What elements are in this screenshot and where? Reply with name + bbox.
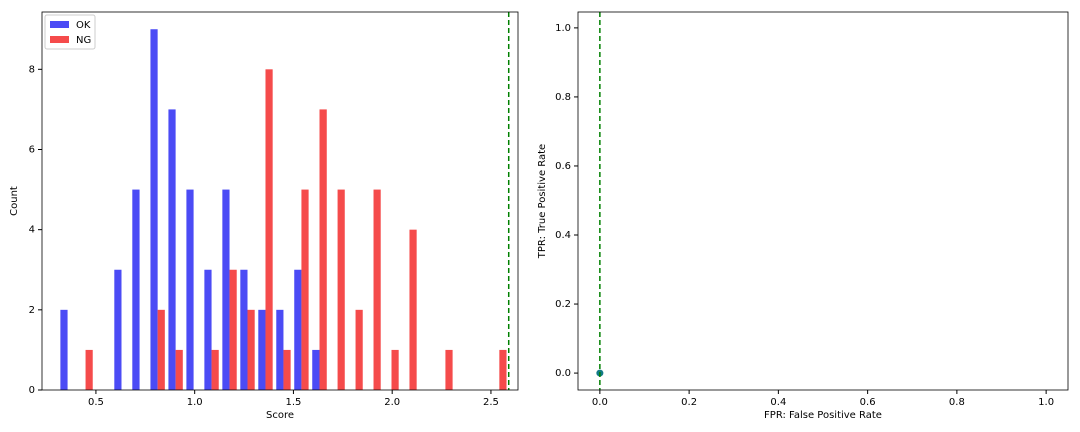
bar [337, 189, 345, 390]
bar [132, 189, 140, 390]
y-tick-label: 6 [29, 144, 35, 155]
y-tick-label: 0.2 [555, 299, 571, 310]
y-tick-label: 0 [29, 385, 35, 396]
bar [240, 269, 248, 390]
y-tick-label: 0.0 [555, 368, 571, 379]
y-axis-label: Count [9, 186, 20, 216]
bar [211, 349, 219, 390]
x-tick-label: 1.0 [187, 397, 203, 408]
legend-label: NG [76, 35, 91, 46]
bar [114, 269, 122, 390]
x-tick-label: 1.5 [285, 397, 301, 408]
bar [294, 269, 302, 390]
bar [204, 269, 212, 390]
axes-frame [577, 11, 1069, 391]
bar [409, 229, 417, 390]
legend-swatch [50, 21, 69, 28]
y-tick-label: 0.8 [555, 92, 571, 103]
bar [355, 309, 363, 390]
bar [499, 349, 507, 390]
y-tick-label: 0.6 [555, 161, 571, 172]
x-axis-label: FPR: False Positive Rate [764, 410, 882, 421]
bar [222, 189, 230, 390]
bar [373, 189, 381, 390]
bar [283, 349, 291, 390]
bar [175, 349, 183, 390]
x-tick-label: 0.6 [860, 397, 876, 408]
x-tick-label: 0.2 [681, 397, 697, 408]
x-tick-label: 0.8 [949, 397, 965, 408]
bar [229, 269, 237, 390]
legend-swatch [50, 36, 69, 43]
x-tick-label: 2.0 [384, 397, 400, 408]
x-tick-label: 1.0 [1038, 397, 1054, 408]
bar [391, 349, 399, 390]
y-tick-label: 1.0 [555, 23, 571, 34]
bar [265, 69, 273, 390]
x-axis-label: Score [266, 410, 294, 421]
bar [301, 189, 309, 390]
bar [276, 309, 284, 390]
x-tick-label: 0.5 [88, 397, 104, 408]
bar [258, 309, 266, 390]
legend-label: OK [76, 20, 91, 31]
y-tick-label: 4 [29, 225, 35, 236]
x-tick-label: 0.0 [592, 397, 608, 408]
y-tick-label: 0.4 [555, 230, 571, 241]
bar [445, 349, 453, 390]
bar [168, 109, 176, 390]
bar [60, 309, 68, 390]
bar [150, 29, 158, 390]
bar [186, 189, 194, 390]
y-tick-label: 8 [29, 64, 35, 75]
y-axis-label: TPR: True Positive Rate [537, 144, 548, 259]
x-tick-label: 2.5 [483, 397, 499, 408]
axes-frame [41, 11, 519, 391]
x-tick-label: 0.4 [770, 397, 786, 408]
bar [157, 309, 165, 390]
bar [312, 349, 320, 390]
bar [85, 349, 93, 390]
y-tick-label: 2 [29, 305, 35, 316]
bar [247, 309, 255, 390]
bar [319, 109, 327, 390]
